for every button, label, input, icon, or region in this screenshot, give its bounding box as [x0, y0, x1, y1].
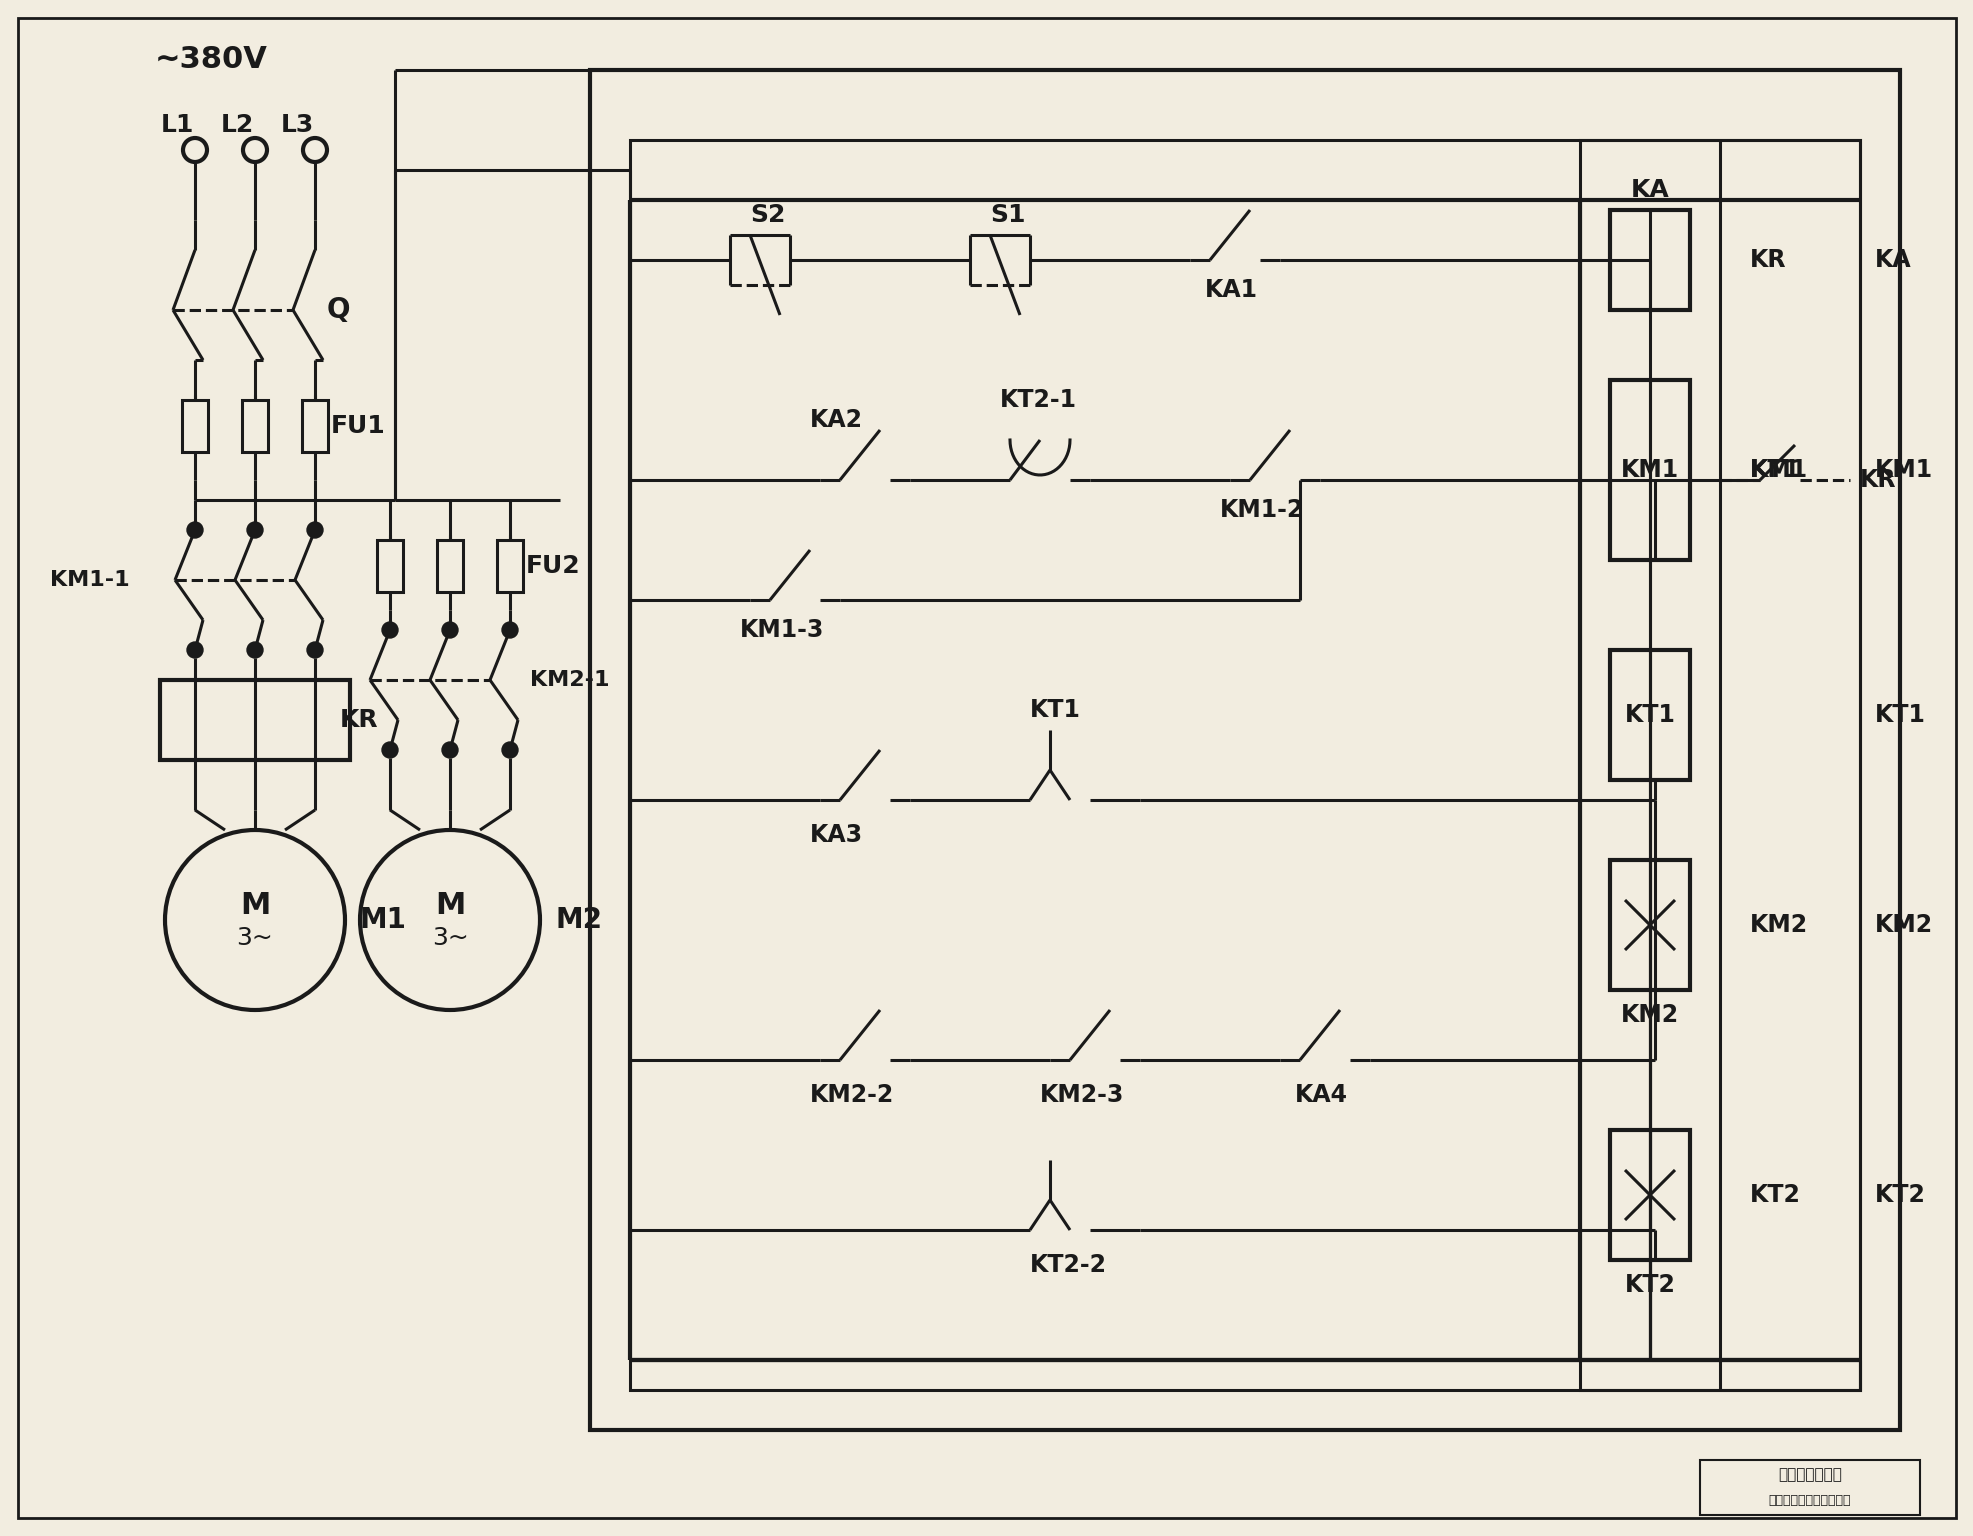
Text: 维库电子市场网: 维库电子市场网 — [1778, 1467, 1841, 1482]
Text: KM1: KM1 — [1874, 458, 1932, 482]
Text: KA: KA — [1630, 178, 1669, 203]
Text: S2: S2 — [750, 203, 785, 227]
Text: KM2-1: KM2-1 — [529, 670, 610, 690]
Text: KA4: KA4 — [1294, 1083, 1348, 1107]
Text: L2: L2 — [221, 114, 253, 137]
Text: KR: KR — [1859, 468, 1896, 492]
Bar — [160, 680, 349, 760]
Text: KA2: KA2 — [809, 409, 862, 432]
Bar — [436, 541, 464, 591]
Bar — [1610, 650, 1689, 780]
Circle shape — [501, 622, 517, 637]
Circle shape — [308, 642, 324, 657]
Text: KM2: KM2 — [1620, 1003, 1679, 1028]
Circle shape — [501, 742, 517, 757]
Text: KM2-2: KM2-2 — [809, 1083, 894, 1107]
Circle shape — [187, 642, 203, 657]
Text: KM2-3: KM2-3 — [1040, 1083, 1125, 1107]
Bar — [377, 541, 402, 591]
Text: S1: S1 — [990, 203, 1026, 227]
Circle shape — [442, 622, 458, 637]
Text: KM2: KM2 — [1750, 912, 1807, 937]
Text: KR: KR — [1750, 247, 1786, 272]
Bar — [497, 541, 523, 591]
Bar — [1610, 1130, 1689, 1260]
Text: FU2: FU2 — [525, 554, 580, 578]
Bar — [1610, 210, 1689, 310]
Circle shape — [247, 642, 262, 657]
Text: M1: M1 — [359, 906, 406, 934]
Text: KT2-1: KT2-1 — [1000, 389, 1077, 412]
Bar — [302, 399, 328, 452]
Bar — [1610, 860, 1689, 991]
Text: L3: L3 — [280, 114, 314, 137]
Circle shape — [383, 742, 399, 757]
Circle shape — [442, 742, 458, 757]
Text: KM1-3: KM1-3 — [740, 617, 825, 642]
Text: KM1-2: KM1-2 — [1219, 498, 1304, 522]
Text: KT1: KT1 — [1874, 703, 1926, 727]
Text: KT2-2: KT2-2 — [1030, 1253, 1107, 1276]
Text: FU1: FU1 — [331, 415, 385, 438]
Text: KT1: KT1 — [1030, 697, 1081, 722]
Bar — [182, 399, 207, 452]
Bar — [1610, 379, 1689, 561]
Text: KR: KR — [339, 708, 379, 733]
Text: KM1-1: KM1-1 — [49, 570, 130, 590]
Text: M2: M2 — [554, 906, 602, 934]
Bar — [243, 399, 268, 452]
Text: KT1: KT1 — [1624, 703, 1675, 727]
Text: M: M — [434, 891, 466, 920]
Circle shape — [308, 522, 324, 538]
Bar — [1578, 140, 1859, 1390]
Text: KA3: KA3 — [809, 823, 862, 846]
Text: KT1: KT1 — [1750, 458, 1799, 482]
Text: KT2: KT2 — [1624, 1273, 1675, 1296]
Text: 3~: 3~ — [237, 926, 272, 949]
Circle shape — [187, 522, 203, 538]
Text: KA: KA — [1874, 247, 1910, 272]
Circle shape — [383, 622, 399, 637]
Text: KM1: KM1 — [1750, 458, 1807, 482]
Bar — [629, 140, 1859, 1390]
Bar — [1699, 1461, 1920, 1514]
Text: 3~: 3~ — [432, 926, 468, 949]
Text: KM1: KM1 — [1620, 458, 1679, 482]
Text: Q: Q — [328, 296, 351, 324]
Text: KA1: KA1 — [1204, 278, 1257, 303]
Text: KT2: KT2 — [1750, 1183, 1799, 1207]
Bar — [590, 71, 1900, 1430]
Text: KT2: KT2 — [1874, 1183, 1926, 1207]
Text: M: M — [239, 891, 270, 920]
Text: 专业电子元器件采购网站: 专业电子元器件采购网站 — [1768, 1493, 1851, 1507]
Text: L1: L1 — [160, 114, 193, 137]
Text: KM2: KM2 — [1874, 912, 1932, 937]
Circle shape — [247, 522, 262, 538]
Text: ~380V: ~380V — [156, 46, 268, 75]
